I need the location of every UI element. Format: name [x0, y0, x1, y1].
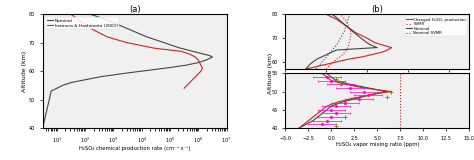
- Inamura & Hashimoto (2001): [87, 27, 92, 29]
- Nominal: [364, 42, 370, 44]
- SVMR: [346, 42, 352, 44]
- Line: Inamura & Hashimoto (2001): Inamura & Hashimoto (2001): [71, 14, 202, 88]
- Nominal SVMR: [335, 42, 340, 44]
- Changed H₂SO₄ production: [341, 23, 346, 25]
- SVMR: [345, 23, 351, 25]
- Nominal: [71, 81, 76, 83]
- X-axis label: H₂SO₄ vapor mixing ratio (ppm): H₂SO₄ vapor mixing ratio (ppm): [336, 142, 419, 147]
- Nominal SVMR: [337, 39, 343, 40]
- SVMR: [337, 13, 343, 15]
- Nominal: [184, 49, 190, 51]
- Nominal SVMR: [344, 23, 349, 25]
- Nominal SVMR: [313, 68, 319, 70]
- SVMR: [346, 42, 352, 44]
- Nominal: [40, 127, 46, 129]
- Nominal: [88, 13, 93, 15]
- Title: (a): (a): [129, 5, 140, 14]
- Nominal SVMR: [346, 15, 352, 17]
- Inamura & Hashimoto (2001): [71, 15, 76, 17]
- Changed H₂SO₄ production: [326, 15, 332, 17]
- X-axis label: H₂SO₄ chemical production rate (cm⁻³ s⁻¹): H₂SO₄ chemical production rate (cm⁻³ s⁻¹…: [79, 146, 190, 151]
- Legend: Changed H₂SO₄ production, SVMR, Nominal, Nominal SVMR: Changed H₂SO₄ production, SVMR, Nominal,…: [405, 16, 467, 36]
- Title: (b): (b): [372, 5, 383, 14]
- Text: Altitude (km): Altitude (km): [268, 53, 273, 94]
- Line: Nominal SVMR: Nominal SVMR: [316, 14, 350, 69]
- Nominal: [360, 39, 365, 40]
- Changed H₂SO₄ production: [373, 42, 379, 44]
- SVMR: [339, 15, 345, 17]
- Line: Changed H₂SO₄ production: Changed H₂SO₄ production: [306, 14, 392, 69]
- Nominal: [331, 15, 337, 17]
- Nominal: [43, 116, 48, 117]
- Nominal: [365, 42, 370, 44]
- Nominal SVMR: [347, 13, 353, 15]
- SVMR: [348, 36, 354, 37]
- Nominal: [145, 36, 151, 38]
- SVMR: [347, 39, 353, 40]
- Nominal: [151, 38, 157, 40]
- Changed H₂SO₄ production: [323, 13, 329, 15]
- Line: Nominal: Nominal: [306, 14, 377, 69]
- Inamura & Hashimoto (2001): [152, 47, 158, 49]
- Changed H₂SO₄ production: [303, 68, 309, 70]
- Changed H₂SO₄ production: [372, 42, 378, 44]
- Nominal: [91, 77, 97, 79]
- Nominal: [356, 36, 362, 37]
- Line: SVMR: SVMR: [326, 14, 351, 69]
- Legend: Nominal, Inamura & Hashimoto (2001): Nominal, Inamura & Hashimoto (2001): [45, 17, 119, 29]
- Nominal SVMR: [335, 42, 341, 44]
- Nominal: [341, 23, 347, 25]
- Nominal: [329, 13, 335, 15]
- Inamura & Hashimoto (2001): [181, 87, 187, 89]
- Inamura & Hashimoto (2001): [132, 43, 138, 45]
- Line: Nominal: Nominal: [43, 14, 212, 128]
- SVMR: [323, 68, 329, 70]
- Changed H₂SO₄ production: [366, 39, 372, 40]
- Inamura & Hashimoto (2001): [184, 52, 190, 54]
- Changed H₂SO₄ production: [361, 36, 366, 37]
- Nominal: [303, 68, 309, 70]
- Y-axis label: Altitude (km): Altitude (km): [22, 51, 27, 92]
- Inamura & Hashimoto (2001): [182, 52, 188, 54]
- Inamura & Hashimoto (2001): [68, 13, 74, 15]
- Nominal SVMR: [338, 36, 344, 37]
